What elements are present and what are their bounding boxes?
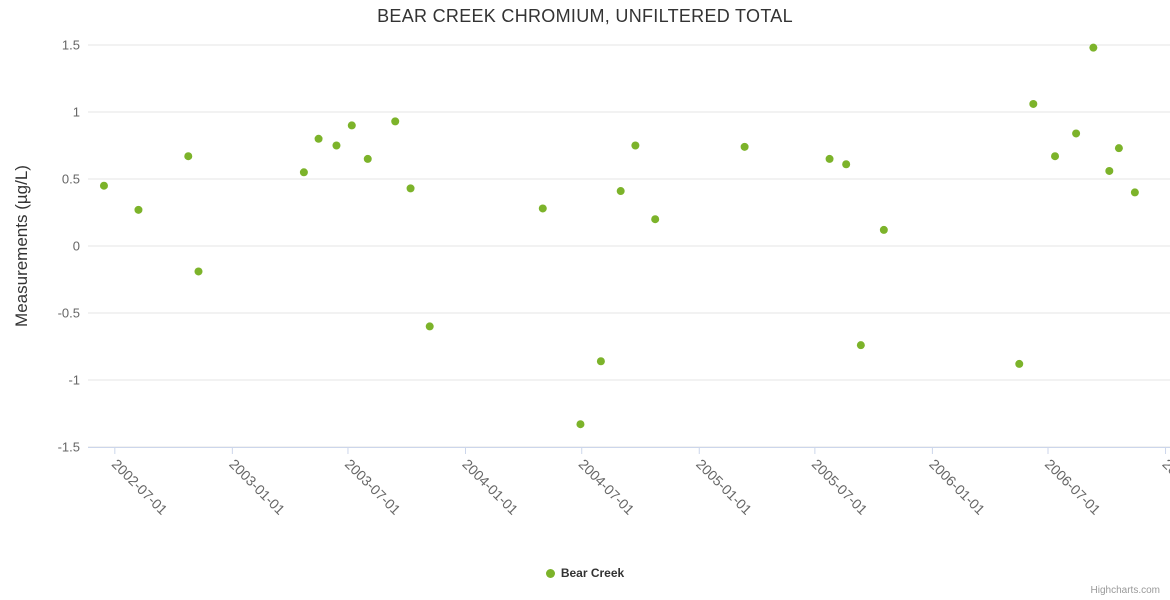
- y-tick-label: 0.5: [62, 172, 80, 187]
- data-point[interactable]: [332, 141, 341, 150]
- x-tick-label: 2005-07-01: [809, 456, 871, 518]
- y-tick-label: -0.5: [58, 306, 80, 321]
- data-point[interactable]: [1089, 43, 1098, 52]
- data-point[interactable]: [1015, 359, 1024, 368]
- data-point[interactable]: [1051, 152, 1060, 161]
- data-point[interactable]: [194, 267, 203, 276]
- x-tick-label: 2003-07-01: [342, 456, 404, 518]
- data-point[interactable]: [134, 205, 143, 214]
- data-point[interactable]: [538, 204, 547, 213]
- data-point[interactable]: [1072, 129, 1081, 138]
- x-tick-label: 2005-01-01: [693, 456, 755, 518]
- data-point[interactable]: [651, 215, 660, 224]
- data-point[interactable]: [425, 322, 434, 331]
- y-tick-label: 1: [73, 105, 80, 120]
- x-tick-label: 2002-07-01: [109, 456, 171, 518]
- x-tick-label: 2004-07-01: [576, 456, 638, 518]
- y-tick-label: -1.5: [58, 440, 80, 455]
- data-point[interactable]: [363, 154, 372, 163]
- data-point[interactable]: [184, 152, 193, 161]
- credits-link[interactable]: Highcharts.com: [1090, 585, 1160, 596]
- data-point[interactable]: [1029, 99, 1038, 108]
- x-tick-label: 2006-01-01: [926, 456, 988, 518]
- data-point[interactable]: [596, 357, 605, 366]
- y-tick-label: -1: [68, 373, 80, 388]
- data-point[interactable]: [576, 420, 585, 429]
- y-tick-label: 1.5: [62, 38, 80, 53]
- data-point[interactable]: [631, 141, 640, 150]
- data-point[interactable]: [391, 117, 400, 126]
- y-tick-label: 0: [73, 239, 80, 254]
- data-point[interactable]: [1114, 144, 1123, 153]
- data-point[interactable]: [1130, 188, 1139, 197]
- data-point[interactable]: [616, 187, 625, 196]
- chart-title: BEAR CREEK CHROMIUM, UNFILTERED TOTAL: [377, 6, 793, 26]
- data-point[interactable]: [347, 121, 356, 130]
- x-tick-label: 2003-01-01: [226, 456, 288, 518]
- data-point[interactable]: [740, 142, 749, 151]
- data-point[interactable]: [879, 225, 888, 234]
- data-point[interactable]: [299, 168, 308, 177]
- x-tick-label: 2007-01-01: [1159, 456, 1170, 518]
- x-tick-label: 2004-01-01: [459, 456, 521, 518]
- data-point[interactable]: [856, 341, 865, 350]
- data-point[interactable]: [825, 154, 834, 163]
- data-point[interactable]: [406, 184, 415, 193]
- data-point[interactable]: [314, 134, 323, 143]
- data-point[interactable]: [99, 181, 108, 190]
- legend-label[interactable]: Bear Creek: [560, 566, 625, 580]
- legend[interactable]: Bear Creek: [0, 566, 1170, 580]
- data-point[interactable]: [842, 160, 851, 169]
- y-axis-title: Measurements (µg/L): [12, 165, 31, 327]
- x-tick-label: 2006-07-01: [1042, 456, 1104, 518]
- legend-marker-icon: [545, 568, 555, 578]
- data-point[interactable]: [1105, 166, 1114, 175]
